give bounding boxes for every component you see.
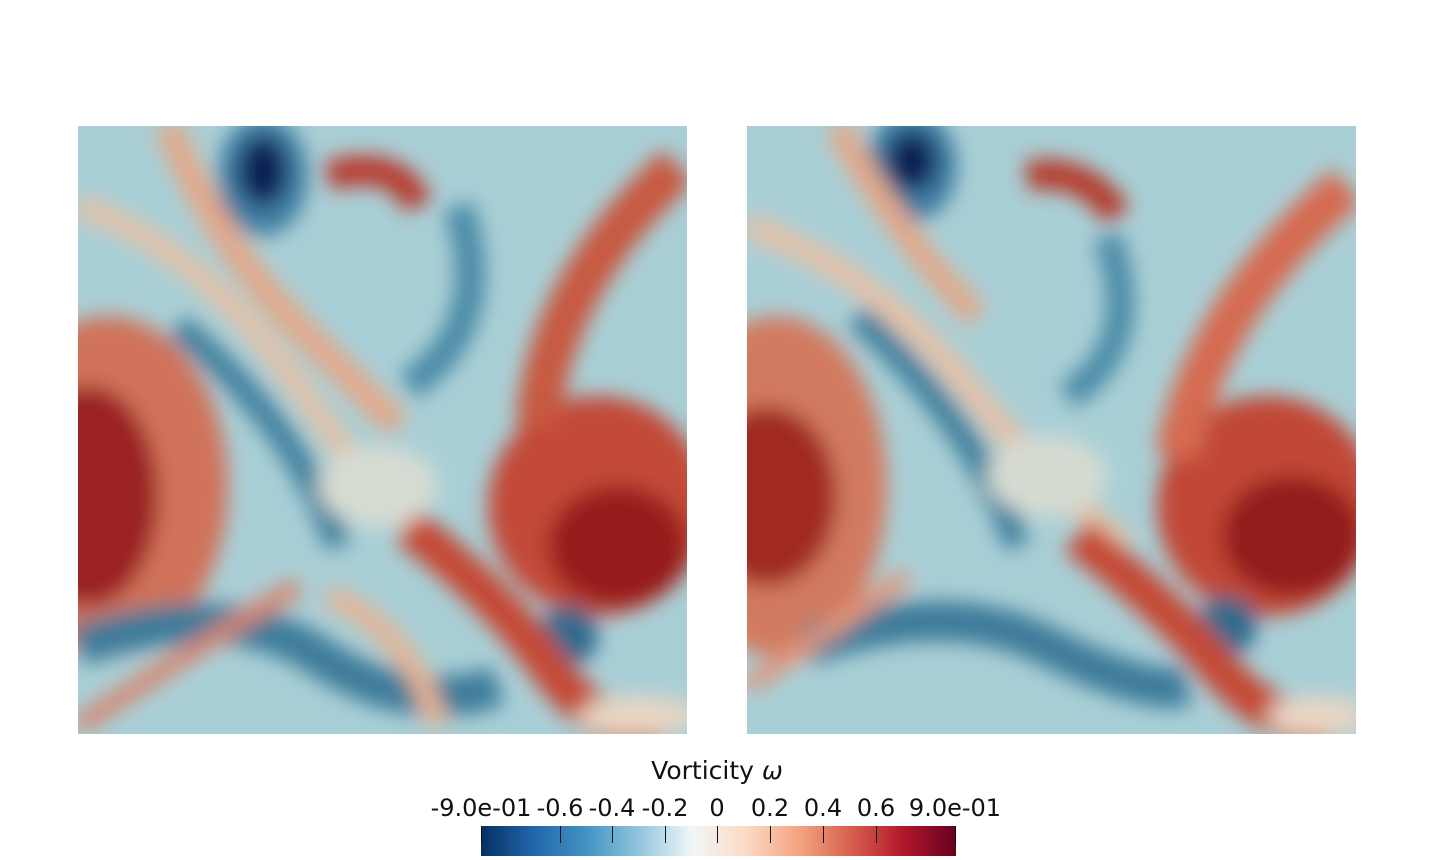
tick-mark (481, 826, 482, 843)
tick-mark (955, 826, 956, 843)
tick-mark (876, 826, 877, 843)
tick-mark (823, 826, 824, 843)
tick-mark (612, 826, 613, 843)
tick-label: 0 (709, 794, 725, 822)
vorticity-field-right (747, 126, 1356, 734)
tick-mark (770, 826, 771, 843)
tick-label: -9.0e-01 (430, 794, 532, 822)
colorbar-tick-labels: -9.0e-01 -0.6 -0.4 -0.2 0 0.2 0.4 0.6 9.… (0, 794, 1434, 824)
tick-label: -0.6 (536, 794, 584, 822)
colorbar-gradient (481, 826, 956, 856)
tick-label: 9.0e-01 (908, 794, 1002, 822)
tick-mark (665, 826, 666, 843)
tick-mark (717, 826, 718, 843)
colorbar-title-text: Vorticity (651, 756, 754, 785)
tick-label: 0.2 (750, 794, 790, 822)
tick-label: -0.2 (641, 794, 689, 822)
vorticity-field-left (78, 126, 687, 734)
tick-mark (560, 826, 561, 843)
tick-label: 0.6 (856, 794, 896, 822)
tick-label: -0.4 (588, 794, 636, 822)
tick-label: 0.4 (803, 794, 843, 822)
vorticity-field-right-image (747, 126, 1356, 734)
colorbar-title: Vorticity ω (0, 756, 1434, 785)
colorbar-title-symbol: ω (761, 756, 783, 785)
vorticity-field-left-image (78, 126, 687, 734)
